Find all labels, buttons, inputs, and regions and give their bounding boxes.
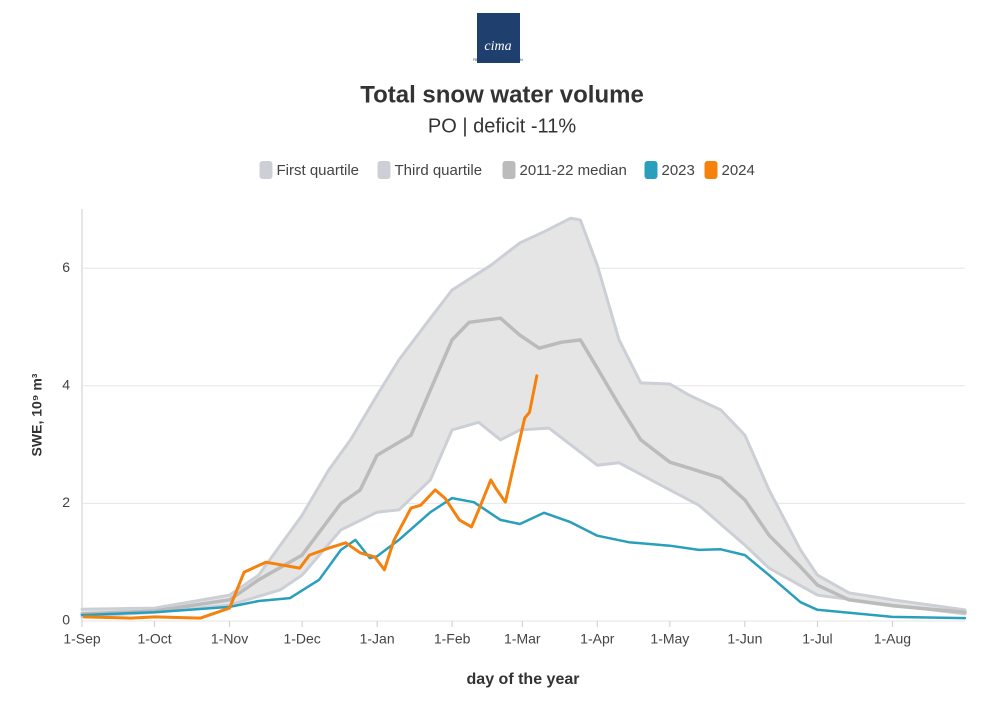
legend-swatch xyxy=(502,161,516,179)
y-tick-label: 0 xyxy=(62,612,70,628)
legend-label: 2011-22 median xyxy=(520,162,627,179)
series-line xyxy=(80,316,967,616)
logo-subtitle: RESEARCH FOUNDATION xyxy=(473,57,523,62)
logo-name: cima xyxy=(484,39,511,54)
x-tick-label: 1-Feb xyxy=(434,631,471,647)
legend-item: First quartile xyxy=(259,161,360,179)
legend-label: 2024 xyxy=(722,162,755,179)
x-tick-label: 1-Jun xyxy=(727,631,762,647)
y-axis-label: SWE, 10⁹ m³ xyxy=(29,373,45,456)
x-tick-label: 1-Sep xyxy=(63,631,101,647)
series-line xyxy=(80,216,967,612)
x-tick-label: 1-Mar xyxy=(504,631,541,647)
y-tick-label: 6 xyxy=(62,259,70,275)
x-tick-label: 1-Aug xyxy=(874,631,911,647)
series-line xyxy=(80,420,967,619)
x-tick-label: 1-Jul xyxy=(802,631,832,647)
logo: cima RESEARCH FOUNDATION xyxy=(473,13,523,63)
legend-label: First quartile xyxy=(277,162,360,179)
x-tick-label: 1-Nov xyxy=(211,631,248,647)
y-tick-label: 4 xyxy=(62,377,70,393)
legend-label: Third quartile xyxy=(395,162,483,179)
y-tick-label: 2 xyxy=(62,494,70,510)
legend-item: 2011-22 median xyxy=(502,161,627,179)
legend-item: Third quartile xyxy=(377,161,483,179)
legend-item: 2023 xyxy=(644,161,695,179)
legend-swatch xyxy=(259,161,273,179)
logo-box xyxy=(477,13,520,63)
legend-label: 2023 xyxy=(662,162,695,179)
legend-item: 2024 xyxy=(704,161,755,179)
chart-title: Total snow water volume xyxy=(360,81,644,108)
series-line xyxy=(80,496,967,620)
x-tick-label: 1-Apr xyxy=(580,631,615,647)
x-tick-label: 1-May xyxy=(650,631,689,647)
legend-swatch xyxy=(704,161,718,179)
x-axis-label: day of the year xyxy=(467,671,580,688)
series-line xyxy=(82,374,539,620)
x-tick-label: 1-Jan xyxy=(360,631,395,647)
legend-swatch xyxy=(377,161,391,179)
chart-subtitle: PO | deficit -11% xyxy=(428,115,576,137)
x-tick-label: 1-Dec xyxy=(283,631,320,647)
x-tick-label: 1-Oct xyxy=(137,631,171,647)
legend-swatch xyxy=(644,161,658,179)
